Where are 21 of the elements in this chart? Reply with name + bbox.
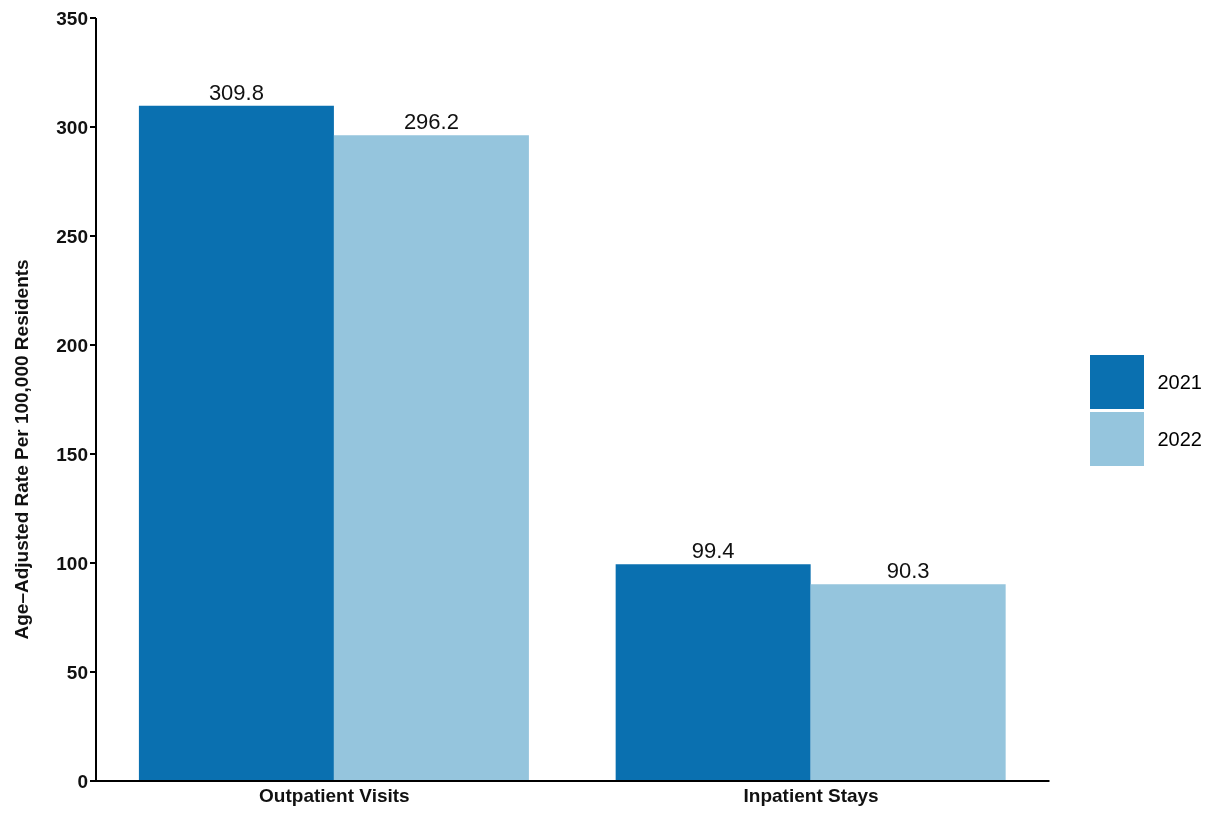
data-label: 296.2 (403, 109, 459, 135)
data-label: 309.8 (208, 79, 264, 105)
bar (333, 135, 529, 781)
y-tick-label: 150 (56, 443, 88, 465)
data-label: 90.3 (886, 558, 930, 584)
x-tick-label: Outpatient Visits (259, 785, 410, 807)
bar (810, 584, 1006, 781)
data-label: 99.4 (691, 538, 735, 564)
y-tick-label: 250 (56, 225, 88, 247)
text: 2021 (1157, 370, 1202, 394)
y-axis-title: Age–Adjusted Rate Per 100,000 Residents (10, 259, 32, 640)
y-tick-label: 350 (56, 7, 88, 29)
y-tick-label: 50 (66, 661, 88, 683)
y-tick-label: 0 (77, 770, 88, 792)
y-tick-label: 200 (56, 334, 88, 356)
x-tick-label: Inpatient Stays (743, 785, 879, 807)
bar (615, 564, 811, 781)
text: 2022 (1157, 427, 1202, 451)
y-tick-label: 100 (56, 552, 88, 574)
bar (138, 105, 334, 781)
y-tick-label: 300 (56, 116, 88, 138)
